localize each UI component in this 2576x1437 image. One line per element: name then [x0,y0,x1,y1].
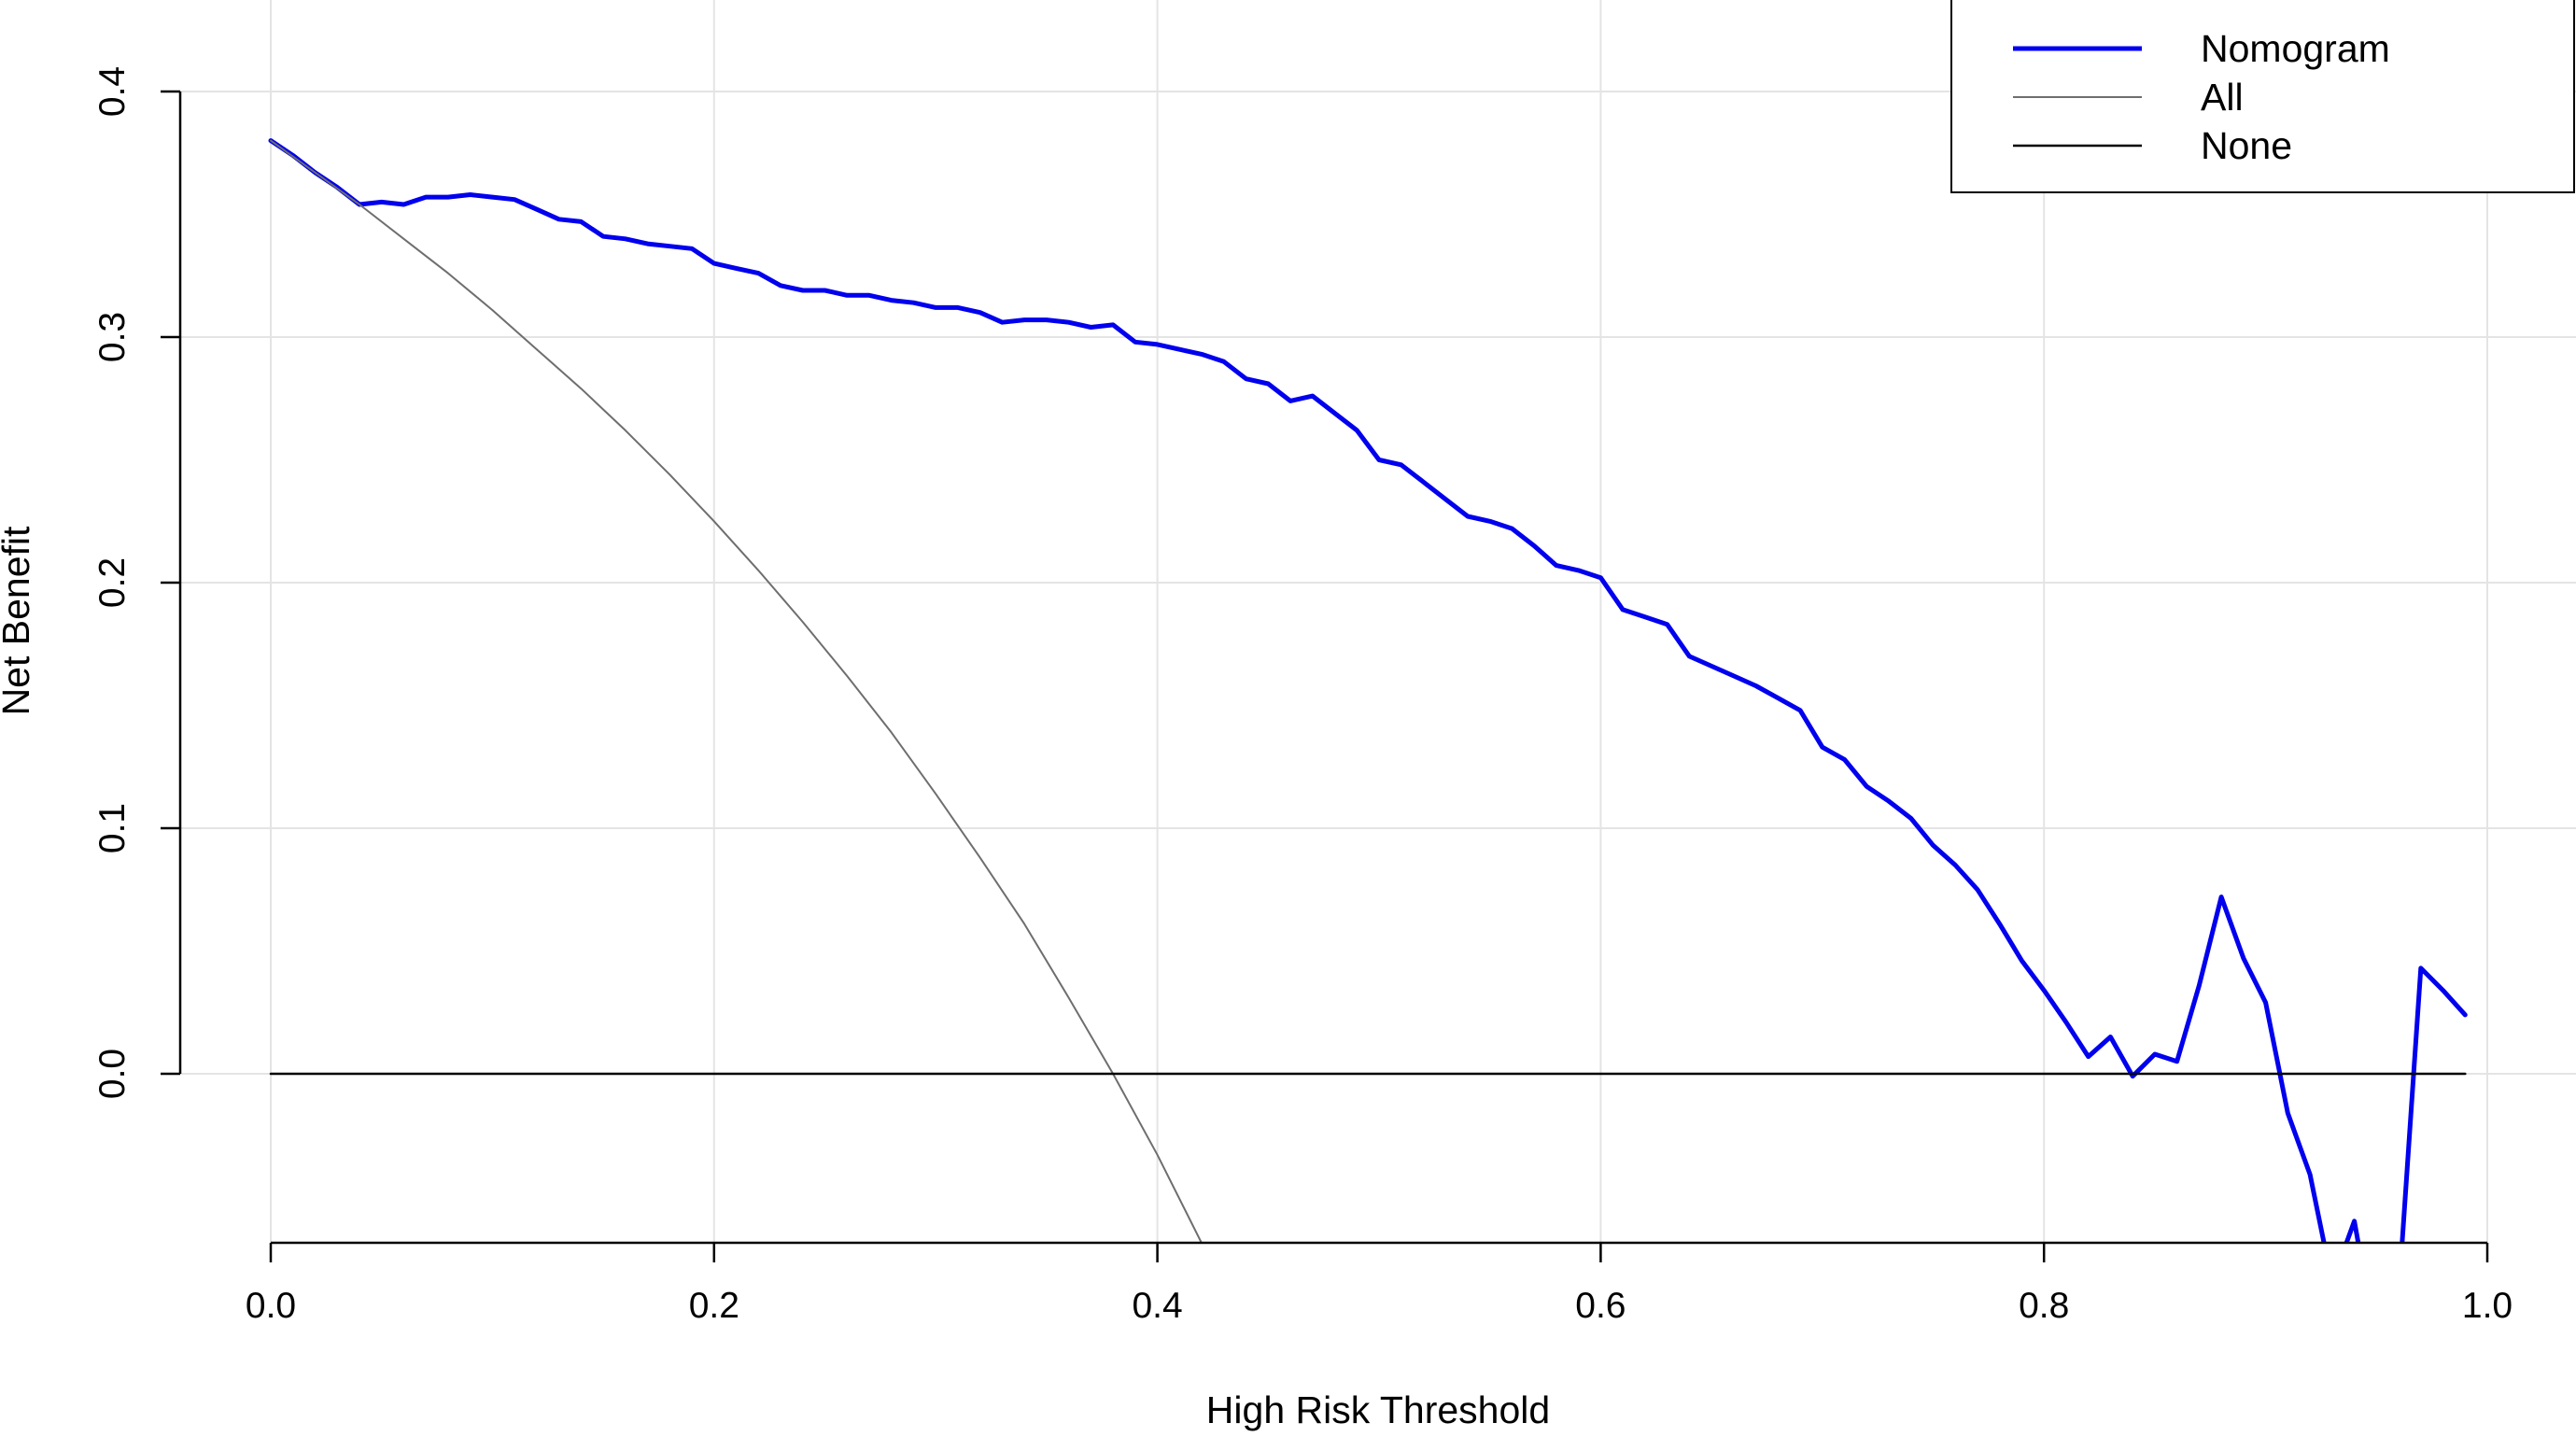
x-tick-label-3: 0.6 [1575,1286,1626,1326]
x-tick-label-0: 0.0 [246,1286,296,1326]
x-axis-title: High Risk Threshold [1206,1388,1550,1431]
axes: 0.0 0.2 0.4 0.6 0.8 1.0 0.0 0.1 0.2 0.3 0.4 [92,66,2513,1326]
series-lines [268,138,2468,1243]
x-tick-label-5: 1.0 [2462,1286,2513,1326]
y-axis-title: Net Benefit [0,526,37,715]
y-tick-label-2: 0.2 [92,557,133,608]
x-tick-label-1: 0.2 [689,1286,739,1326]
y-tick-label-1: 0.1 [92,803,133,853]
x-tick-label-2: 0.4 [1132,1286,1182,1326]
legend-label-none: None [2201,124,2292,167]
legend: Nomogram All None [1950,0,2575,193]
y-tick-label-3: 0.3 [92,312,133,362]
x-tick-label-4: 0.8 [2019,1286,2069,1326]
y-tick-label-4: 0.4 [92,66,133,117]
series-line-all [270,139,1203,1243]
series-line-nomogram [268,138,2468,1243]
y-tick-label-0: 0.0 [92,1049,133,1099]
legend-label-nomogram: Nomogram [2201,27,2390,70]
legend-label-all: All [2201,76,2244,119]
